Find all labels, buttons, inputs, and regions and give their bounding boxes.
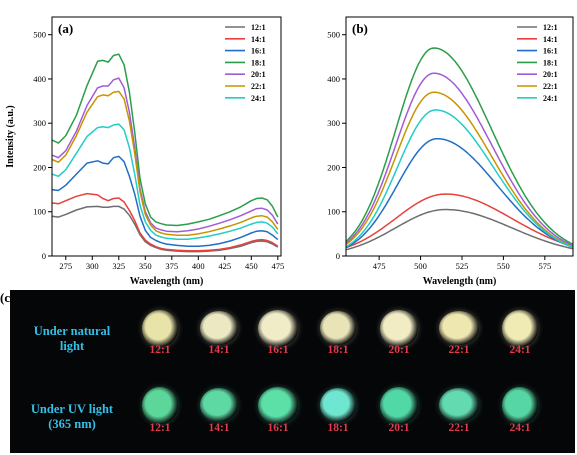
ratio-label-natural: 18:1 (327, 344, 349, 356)
ratio-label-uv: 24:1 (509, 422, 531, 434)
series-lines (51, 53, 279, 253)
legend-entry: 22:1 (251, 82, 266, 91)
series-line-22-1 (51, 90, 279, 236)
x-tick-label: 400 (192, 261, 205, 271)
sample-powder-natural (142, 309, 178, 347)
ratio-label-uv: 14:1 (208, 422, 230, 434)
x-tick-label: 450 (245, 261, 258, 271)
spectra-figure: 275 300 325 350 375 400 425 450 475 0 100 200 300 400… (5, 16, 574, 287)
ratio-label-natural: 12:1 (149, 344, 171, 356)
ratio-label-natural: 20:1 (388, 344, 410, 356)
sample-powder-natural (200, 311, 238, 345)
x-tick-label: 325 (112, 261, 125, 271)
y-tick-label: 100 (33, 207, 46, 217)
y-axis-title: Intensity (a.u.) (5, 105, 16, 168)
x-tick-label: 500 (414, 261, 427, 271)
legend-entry: 18:1 (251, 58, 266, 67)
y-tick-label: 400 (33, 74, 46, 84)
y-tick-label: 500 (327, 30, 340, 40)
y-tick-label: 500 (33, 30, 46, 40)
x-tick-label: 475 (373, 261, 386, 271)
x-tick-label: 350 (139, 261, 152, 271)
legend-entry: 12:1 (251, 23, 266, 32)
panel-b: 475 500 525 550 575 0 100 200 300 400 500 Wavelengt… (327, 16, 574, 287)
y-tick-label: 100 (327, 207, 340, 217)
legend-entry: 22:1 (543, 82, 558, 91)
y-tick-label: 200 (327, 162, 340, 172)
photo-panel: Under natural light Under UV light (365 n… (10, 290, 575, 453)
ratio-label-uv: 16:1 (267, 422, 289, 434)
sample-powder-natural (320, 311, 356, 345)
sample-powder-natural (380, 309, 418, 347)
x-tick-label: 525 (456, 261, 469, 271)
legend-entry: 20:1 (543, 70, 558, 79)
ratio-label-uv: 18:1 (327, 422, 349, 434)
sample-powder-uv (200, 388, 238, 422)
legend-entry: 12:1 (543, 23, 558, 32)
y-tick-label: 400 (327, 74, 340, 84)
series-line-16-1 (345, 137, 574, 249)
series-line-12-1 (51, 205, 279, 253)
series-line-18-1 (51, 53, 279, 227)
panel-label: (a) (58, 21, 73, 36)
plot-frame (51, 16, 282, 257)
x-tick-label: 550 (497, 261, 510, 271)
ratio-label-uv: 12:1 (149, 422, 171, 434)
series-line-14-1 (51, 192, 279, 252)
series-line-24-1 (51, 123, 279, 240)
ratio-label-natural: 22:1 (448, 344, 470, 356)
legend: 12:1 14:1 16:1 18:1 20:1 22:1 24:1 (225, 23, 266, 103)
panel-a: 275 300 325 350 375 400 425 450 475 0 100 200 300 400… (5, 16, 284, 287)
plot-frame (345, 16, 574, 257)
legend-entry: 16:1 (543, 47, 558, 56)
series-line-16-1 (51, 155, 279, 248)
sample-powder-natural (258, 309, 298, 347)
ratio-label-natural: 14:1 (208, 344, 230, 356)
x-tick-label: 575 (538, 261, 551, 271)
legend-entry: 18:1 (543, 58, 558, 67)
x-tick-label: 300 (86, 261, 99, 271)
sample-powder-uv (439, 388, 479, 422)
x-tick-label: 275 (59, 261, 72, 271)
series-line-20-1 (345, 72, 574, 247)
x-tick-label: 375 (165, 261, 178, 271)
ratio-label-natural: 24:1 (509, 344, 531, 356)
caption-uv-light: Under UV light (365 nm) (30, 402, 114, 431)
legend: 12:1 14:1 16:1 18:1 20:1 22:1 24:1 (517, 23, 558, 103)
series-line-22-1 (345, 91, 574, 248)
sample-powder-uv (142, 386, 178, 424)
panel-label: (b) (352, 21, 368, 36)
series-line-20-1 (51, 77, 279, 233)
y-tick-label: 0 (336, 251, 340, 261)
ratio-label-natural: 16:1 (267, 344, 289, 356)
series-line-24-1 (345, 109, 574, 248)
legend-entry: 24:1 (251, 94, 266, 103)
series-line-18-1 (345, 47, 574, 245)
x-axis-title: Wavelength (nm) (130, 276, 204, 287)
sample-powder-uv (502, 386, 538, 424)
ratio-label-uv: 20:1 (388, 422, 410, 434)
y-tick-label: 200 (33, 162, 46, 172)
legend-entry: 14:1 (543, 35, 558, 44)
x-tick-label: 425 (218, 261, 231, 271)
sample-powder-uv (380, 386, 418, 424)
x-tick-label: 475 (271, 261, 284, 271)
sample-powder-natural (502, 309, 538, 347)
sample-powder-uv (258, 386, 298, 424)
y-tick-label: 300 (33, 118, 46, 128)
series-line-14-1 (345, 193, 574, 249)
y-tick-label: 300 (327, 118, 340, 128)
y-tick-label: 0 (42, 251, 46, 261)
caption-natural-light: Under natural light (33, 324, 111, 353)
legend-entry: 20:1 (251, 70, 266, 79)
legend-entry: 24:1 (543, 94, 558, 103)
series-lines (345, 47, 574, 251)
ratio-label-uv: 22:1 (448, 422, 470, 434)
series-line-12-1 (345, 208, 574, 251)
legend-entry: 14:1 (251, 35, 266, 44)
sample-powder-natural (439, 311, 479, 345)
x-axis-title: Wavelength (nm) (423, 276, 497, 287)
legend-entry: 16:1 (251, 47, 266, 56)
sample-powder-uv (320, 388, 356, 422)
